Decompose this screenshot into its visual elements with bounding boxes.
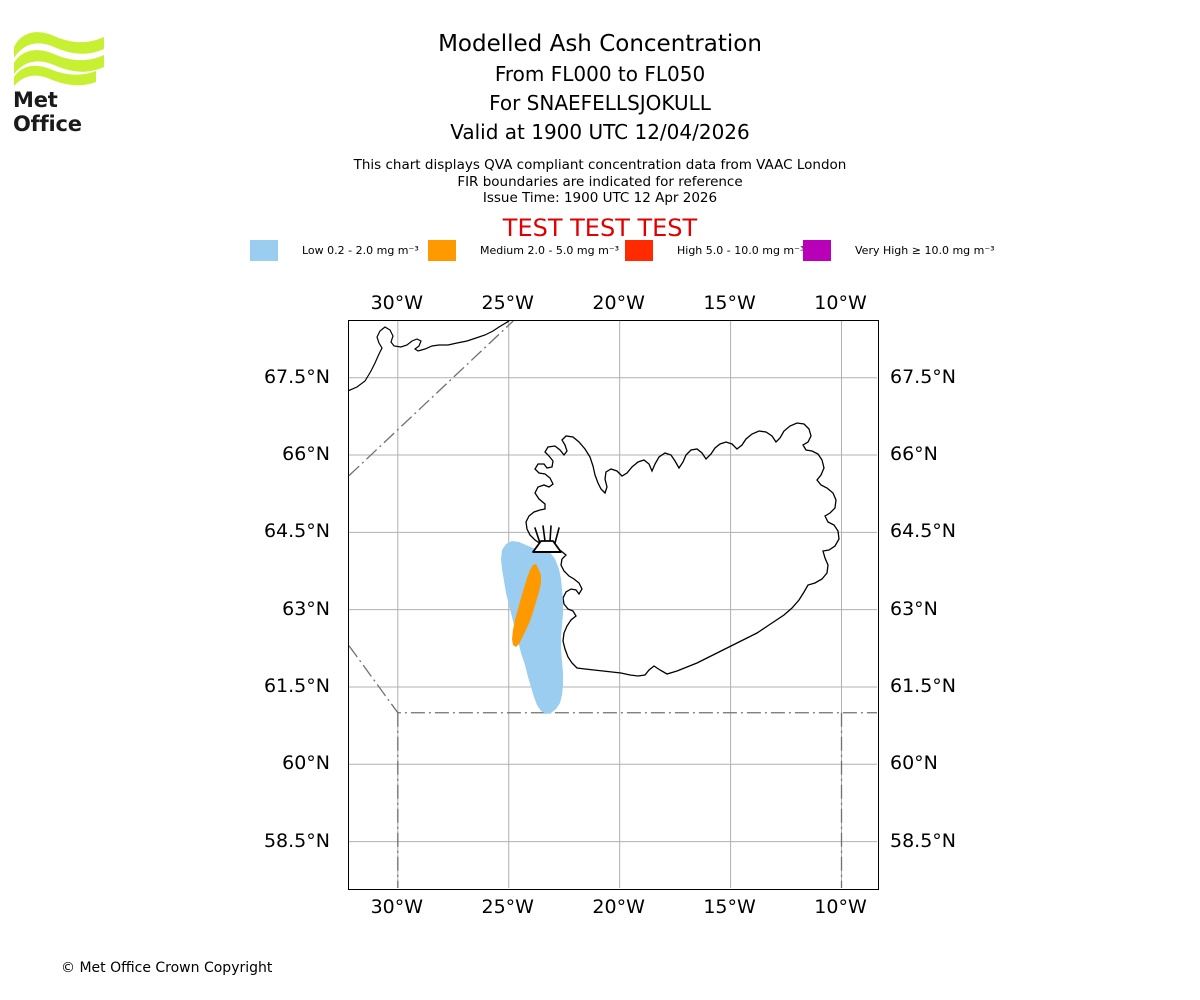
lat-tick-right-5: 60°N [890,752,938,775]
lat-tick-left-0: 67.5°N [263,365,330,388]
map-plot-area [348,320,879,890]
met-office-wave-logo-icon [14,32,104,86]
lat-tick-right-4: 61.5°N [890,674,957,697]
volcano-name-subtitle: For SNAEFELLSJOKULL [489,91,711,115]
chart-title-block: Modelled Ash Concentration From FL000 to… [0,28,1200,147]
issue-time-line: Issue Time: 1900 UTC 12 Apr 2026 [482,190,718,206]
lon-tick-bottom-2: 20°W [592,896,645,918]
lat-tick-left-6: 58.5°N [263,829,330,852]
disclaimer-line-2: FIR boundaries are indicated for referen… [457,173,743,190]
legend-label-medium: Medium 2.0 - 5.0 mg m⁻³ [480,243,620,257]
lat-tick-left-3: 63°N [282,597,330,620]
fir-boundary-lines [349,321,877,888]
legend-swatch-high [625,239,653,261]
lon-tick-top-1: 25°W [481,292,534,314]
volcano-icon [532,525,562,553]
lon-tick-top-3: 15°W [703,292,756,314]
lat-tick-left-4: 61.5°N [263,674,330,697]
lon-tick-bottom-3: 15°W [703,896,756,918]
lon-tick-top-2: 20°W [592,292,645,314]
met-office-logo: Met Office [12,25,122,136]
iceland-coastline [525,422,840,677]
legend-swatch-very-high [803,239,831,261]
met-office-logo-text: Met Office [13,88,82,136]
lat-tick-right-0: 67.5°N [890,365,957,388]
legend-item-high: High 5.0 - 10.0 mg m⁻³ [625,239,804,261]
lon-tick-top-0: 30°W [370,292,424,314]
map-gridlines [349,321,877,888]
lat-tick-left-5: 60°N [282,752,330,775]
lon-tick-top-4: 10°W [814,292,867,314]
ash-plume-low-concentration [501,541,563,714]
test-banner: TEST TEST TEST [502,214,698,242]
disclaimer-line-1: This chart displays QVA compliant concen… [353,157,847,173]
disclaimer-block: This chart displays QVA compliant concen… [0,157,1200,207]
valid-time-subtitle: Valid at 1900 UTC 12/04/2026 [450,120,750,144]
lat-tick-left-2: 64.5°N [263,520,330,543]
lon-tick-bottom-0: 30°W [370,896,424,918]
legend-swatch-medium [428,239,456,261]
lat-tick-left-1: 66°N [282,443,330,466]
legend-item-very-high: Very High ≥ 10.0 mg m⁻³ [803,239,995,261]
lat-tick-right-1: 66°N [890,443,938,466]
lat-tick-right-3: 63°N [890,597,938,620]
legend-item-medium: Medium 2.0 - 5.0 mg m⁻³ [428,239,619,261]
lat-tick-right-6: 58.5°N [890,829,957,852]
concentration-legend: Low 0.2 - 2.0 mg m⁻³ Medium 2.0 - 5.0 mg… [250,239,995,263]
copyright-notice: © Met Office Crown Copyright [61,960,273,976]
legend-item-low: Low 0.2 - 2.0 mg m⁻³ [250,239,419,261]
ash-plume-medium-concentration [512,564,541,647]
map-canvas [349,321,877,888]
legend-label-high: High 5.0 - 10.0 mg m⁻³ [677,243,805,257]
greenland-coastline [349,321,510,392]
flight-level-subtitle: From FL000 to FL050 [494,62,706,86]
lon-tick-bottom-1: 25°W [481,896,534,918]
legend-label-low: Low 0.2 - 2.0 mg m⁻³ [302,243,419,257]
lon-tick-bottom-4: 10°W [814,896,867,918]
legend-label-very-high: Very High ≥ 10.0 mg m⁻³ [855,243,995,257]
lat-tick-right-2: 64.5°N [890,520,957,543]
page-title: Modelled Ash Concentration [438,31,762,57]
legend-swatch-low [250,239,278,261]
